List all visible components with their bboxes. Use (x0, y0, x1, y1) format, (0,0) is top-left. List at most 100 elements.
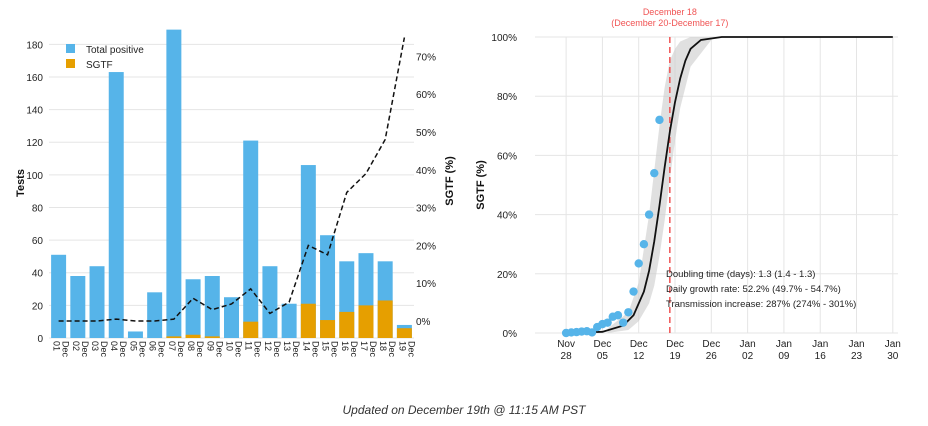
y-tick-label: 100 (26, 171, 43, 182)
bar-total-positive (204, 276, 220, 338)
x-tick-label: 12 (633, 351, 645, 362)
y-right-tick-label: 40% (416, 166, 436, 177)
bar-sgtf (166, 336, 182, 338)
y-right-tick-label: 50% (416, 128, 436, 139)
bar-total-positive (262, 266, 278, 338)
bar-sgtf (339, 311, 355, 338)
x-tick-label: Dec (349, 341, 359, 358)
confidence-band (607, 37, 712, 333)
x-tick-label: Dec (80, 341, 90, 358)
x-tick-label: 30 (887, 351, 899, 362)
bar-sgtf (358, 305, 374, 338)
x-tick-label: Dec (214, 341, 224, 358)
y-tick-label: 60 (32, 236, 44, 247)
x-tick-label: Jan (740, 339, 756, 350)
y-tick-label: 180 (26, 40, 43, 51)
tests-bar-chart: 0204060801001201401601800%10%20%30%40%50… (15, 29, 456, 358)
vline-label: December 18 (643, 7, 697, 17)
x-tick-label: Dec (291, 341, 301, 358)
bar-total-positive (70, 276, 86, 338)
x-tick-label: Jan (812, 339, 828, 350)
x-tick-label: 05 (128, 341, 138, 351)
logistic-fit-line (566, 36, 893, 334)
x-tick-label: Dec (666, 339, 684, 350)
stats-annotation: Transmission increase: 287% (274% - 301%… (666, 299, 856, 310)
x-tick-label: 23 (851, 351, 863, 362)
x-tick-label: 09 (205, 341, 215, 351)
x-tick-label: 13 (282, 341, 292, 351)
x-tick-label: 16 (340, 341, 350, 351)
x-tick-label: Dec (594, 339, 612, 350)
bar-total-positive (147, 292, 163, 338)
y-right-tick-label: 30% (416, 204, 436, 215)
y-tick-label: 60% (497, 151, 517, 162)
x-tick-label: 03 (90, 341, 100, 351)
legend-swatch-sgtf (66, 59, 75, 68)
x-tick-label: Dec (702, 339, 720, 350)
y-right-tick-label: 60% (416, 90, 436, 101)
x-tick-label: Dec (157, 341, 167, 358)
x-tick-label: Dec (330, 341, 340, 358)
x-tick-label: 02 (742, 351, 754, 362)
x-tick-label: Dec (272, 341, 282, 358)
legend-label: SGTF (86, 60, 113, 71)
data-point (634, 259, 643, 268)
y-tick-label: 20% (497, 270, 517, 281)
legend-swatch-total (66, 44, 75, 53)
bar-total-positive (185, 279, 201, 338)
bar-total-positive (166, 29, 182, 338)
x-tick-label: Dec (234, 341, 244, 358)
x-tick-label: Nov (557, 339, 575, 350)
bar-sgtf (377, 300, 393, 338)
data-point (618, 318, 628, 327)
bar-total-positive (127, 331, 143, 338)
x-tick-label: 19 (669, 351, 681, 362)
y-tick-label: 0 (37, 334, 43, 345)
data-point (644, 210, 654, 219)
x-tick-label: 15 (321, 341, 331, 351)
x-tick-label: 06 (148, 341, 158, 351)
x-tick-label: 19 (397, 341, 407, 351)
x-tick-label: Dec (99, 341, 109, 358)
x-tick-label: Dec (387, 341, 397, 358)
x-tick-label: Dec (630, 339, 648, 350)
stats-annotation: Daily growth rate: 52.2% (49.7% - 54.7%) (666, 284, 841, 295)
x-tick-label: 05 (597, 351, 609, 362)
x-tick-label: 12 (263, 341, 273, 351)
sgtf-growth-chart: 0%20%40%60%80%100%Nov28Dec05Dec12Dec19De… (475, 7, 901, 362)
x-tick-label: 18 (378, 341, 388, 351)
bar-sgtf (185, 334, 201, 338)
x-tick-label: Dec (195, 341, 205, 358)
y-axis-label: SGTF (%) (475, 160, 487, 210)
x-tick-label: Dec (176, 341, 186, 358)
bar-total-positive (243, 140, 259, 338)
bar-sgtf (204, 336, 220, 338)
bar-total-positive (300, 165, 316, 338)
x-tick-label: 14 (301, 341, 311, 351)
y-tick-label: 40% (497, 211, 517, 222)
bar-total-positive (108, 72, 124, 338)
x-tick-label: Dec (61, 341, 71, 358)
y-tick-label: 40 (32, 269, 44, 280)
data-point (587, 328, 597, 337)
x-tick-label: Jan (885, 339, 901, 350)
x-tick-label: Dec (137, 341, 147, 358)
y-tick-label: 80% (497, 92, 517, 103)
bar-sgtf (300, 303, 316, 338)
x-tick-label: Dec (406, 341, 416, 358)
updated-footer: Updated on December 19th @ 11:15 AM PST (342, 403, 586, 417)
sgtf-percent-line (58, 37, 406, 322)
y-right-tick-label: 70% (416, 52, 436, 63)
y-tick-label: 160 (26, 73, 43, 84)
data-point (613, 311, 623, 320)
y-tick-label: 120 (26, 138, 43, 149)
bar-total-positive (320, 235, 336, 338)
data-point (629, 287, 638, 296)
y-right-tick-label: 20% (416, 241, 436, 252)
x-tick-label: Jan (848, 339, 864, 350)
x-tick-label: Dec (368, 341, 378, 358)
x-tick-label: Dec (118, 341, 128, 358)
bar-total-positive (51, 254, 67, 338)
x-tick-label: 10 (225, 341, 235, 351)
